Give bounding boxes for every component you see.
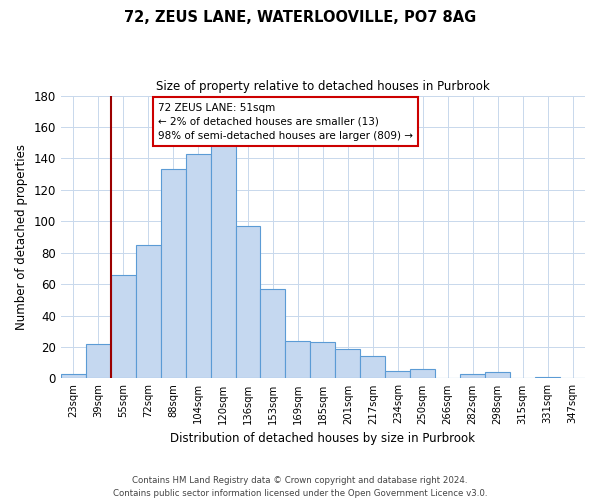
Title: Size of property relative to detached houses in Purbrook: Size of property relative to detached ho… — [156, 80, 490, 93]
Bar — [111, 274, 136, 378]
Text: 72, ZEUS LANE, WATERLOOVILLE, PO7 8AG: 72, ZEUS LANE, WATERLOOVILLE, PO7 8AG — [124, 10, 476, 25]
Bar — [410, 369, 435, 378]
Bar — [361, 356, 385, 378]
Bar — [460, 374, 485, 378]
Y-axis label: Number of detached properties: Number of detached properties — [15, 144, 28, 330]
Text: 72 ZEUS LANE: 51sqm
← 2% of detached houses are smaller (13)
98% of semi-detache: 72 ZEUS LANE: 51sqm ← 2% of detached hou… — [158, 102, 413, 141]
Bar — [286, 340, 310, 378]
Bar — [136, 245, 161, 378]
Bar — [61, 374, 86, 378]
Bar — [535, 377, 560, 378]
Bar — [260, 289, 286, 378]
Bar — [161, 170, 185, 378]
Bar — [211, 142, 236, 378]
Bar — [236, 226, 260, 378]
Bar — [485, 372, 510, 378]
Bar — [310, 342, 335, 378]
X-axis label: Distribution of detached houses by size in Purbrook: Distribution of detached houses by size … — [170, 432, 475, 445]
Bar — [185, 154, 211, 378]
Bar — [385, 370, 410, 378]
Bar — [86, 344, 111, 378]
Bar — [335, 348, 361, 378]
Text: Contains HM Land Registry data © Crown copyright and database right 2024.
Contai: Contains HM Land Registry data © Crown c… — [113, 476, 487, 498]
